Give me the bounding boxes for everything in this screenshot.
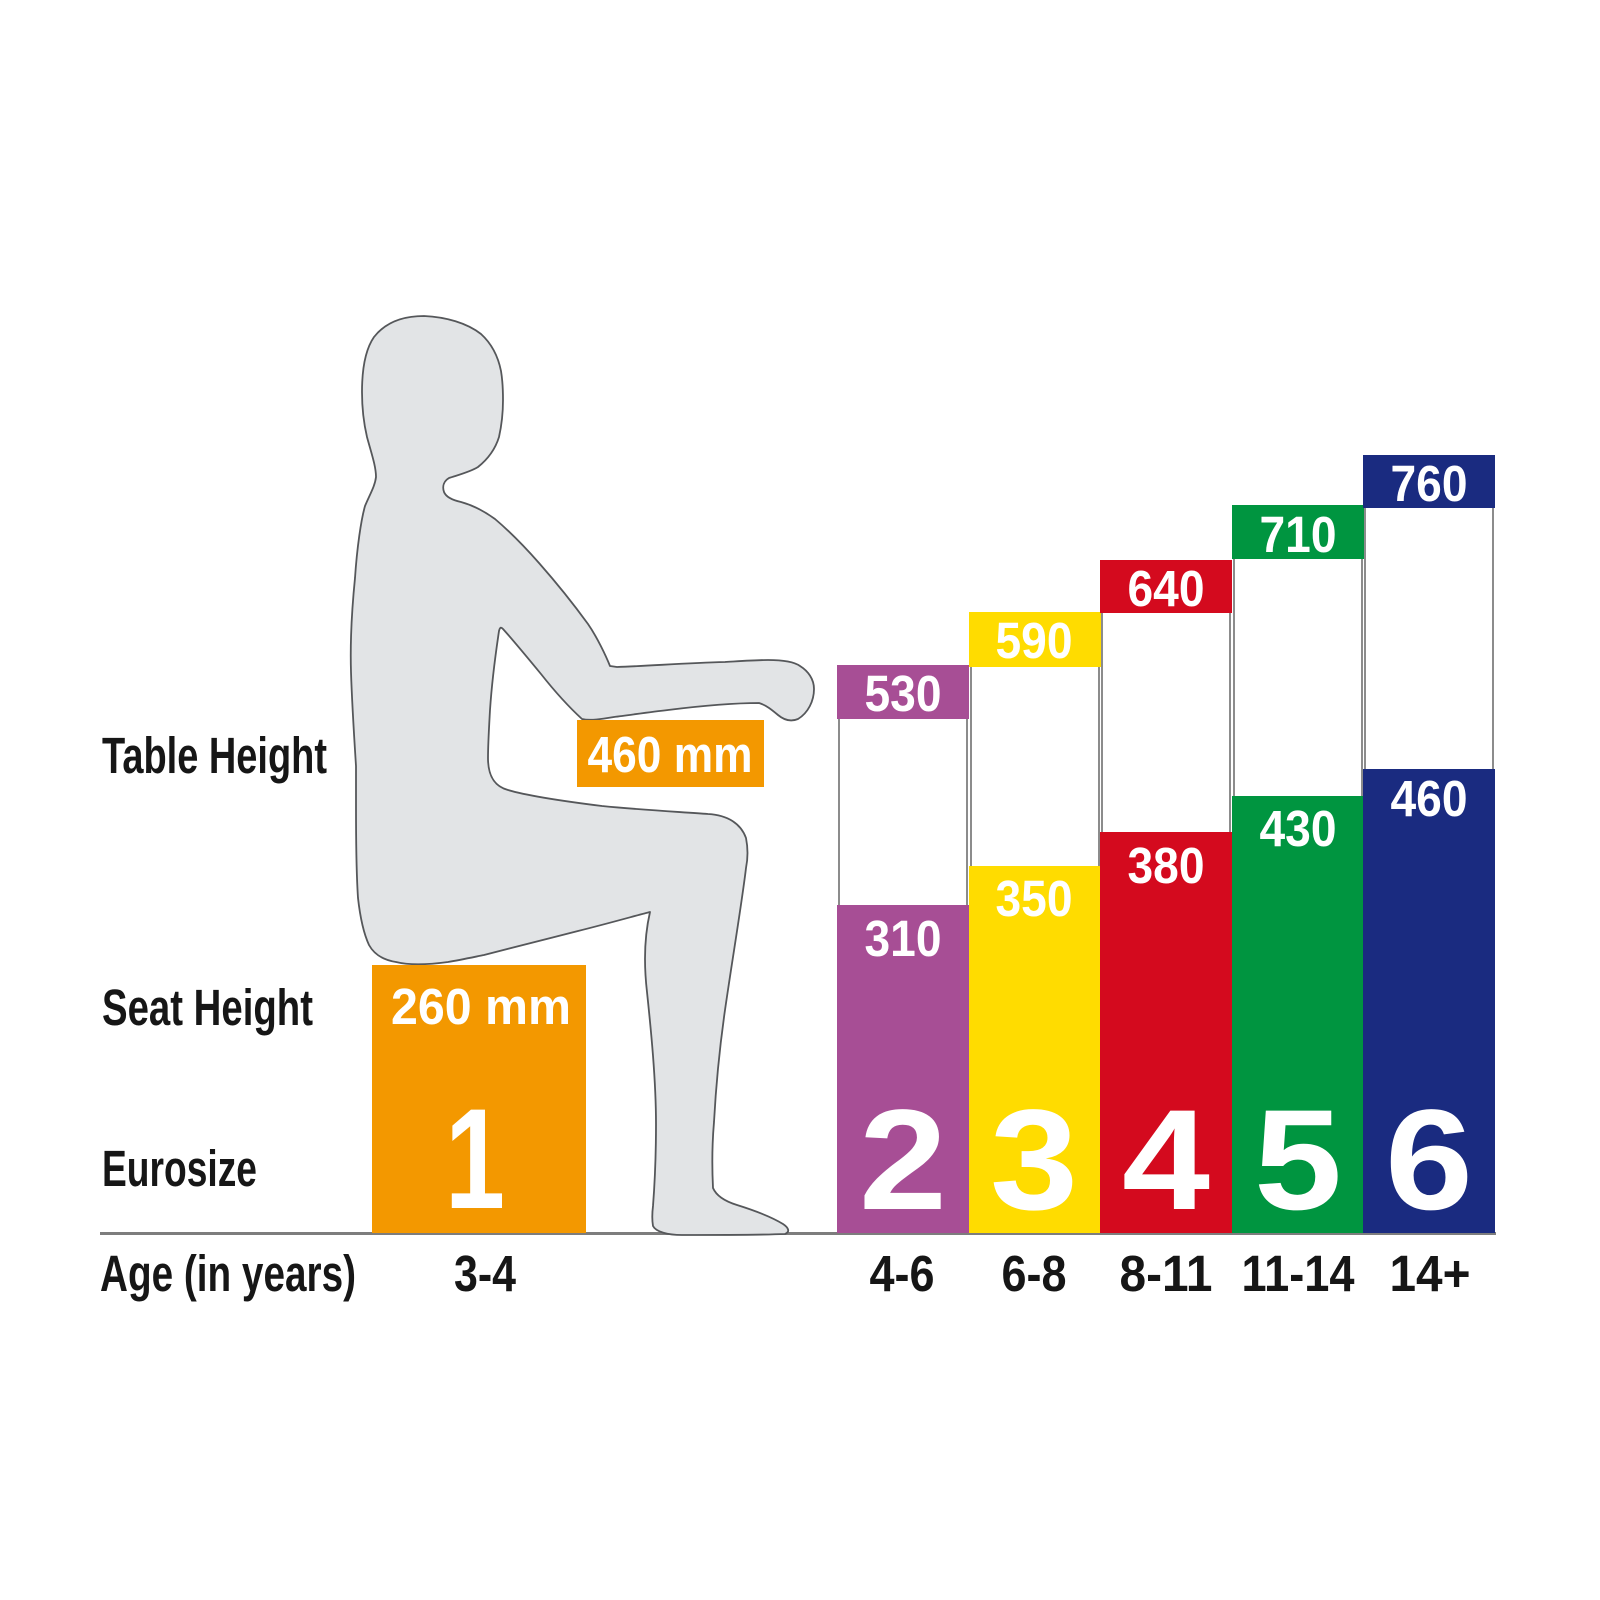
svg-text:3: 3 bbox=[990, 1081, 1078, 1240]
svg-text:3-4: 3-4 bbox=[454, 1245, 517, 1302]
svg-text:4: 4 bbox=[1122, 1081, 1210, 1240]
svg-text:Eurosize: Eurosize bbox=[102, 1140, 257, 1197]
svg-text:460: 460 bbox=[1391, 770, 1468, 827]
svg-text:14+: 14+ bbox=[1390, 1245, 1471, 1302]
svg-text:760: 760 bbox=[1391, 455, 1468, 512]
svg-text:4-6: 4-6 bbox=[870, 1245, 935, 1302]
svg-text:5: 5 bbox=[1254, 1081, 1342, 1240]
svg-text:350: 350 bbox=[996, 870, 1073, 927]
svg-text:380: 380 bbox=[1128, 837, 1205, 894]
svg-text:460 mm: 460 mm bbox=[588, 726, 753, 783]
svg-text:Seat Height: Seat Height bbox=[102, 979, 313, 1036]
svg-text:590: 590 bbox=[996, 612, 1073, 669]
svg-text:430: 430 bbox=[1260, 800, 1337, 857]
svg-text:6-8: 6-8 bbox=[1002, 1245, 1067, 1302]
svg-text:Table Height: Table Height bbox=[102, 727, 327, 784]
svg-text:2: 2 bbox=[859, 1081, 947, 1240]
svg-text:310: 310 bbox=[865, 910, 942, 967]
svg-text:8-11: 8-11 bbox=[1120, 1245, 1213, 1302]
svg-text:260 mm: 260 mm bbox=[391, 978, 571, 1035]
svg-text:Age (in years): Age (in years) bbox=[100, 1245, 356, 1302]
svg-text:530: 530 bbox=[865, 665, 942, 722]
svg-text:640: 640 bbox=[1128, 560, 1205, 617]
svg-text:1: 1 bbox=[445, 1080, 505, 1239]
svg-text:710: 710 bbox=[1260, 506, 1337, 563]
svg-text:6: 6 bbox=[1385, 1081, 1473, 1240]
svg-text:11-14: 11-14 bbox=[1242, 1245, 1356, 1302]
